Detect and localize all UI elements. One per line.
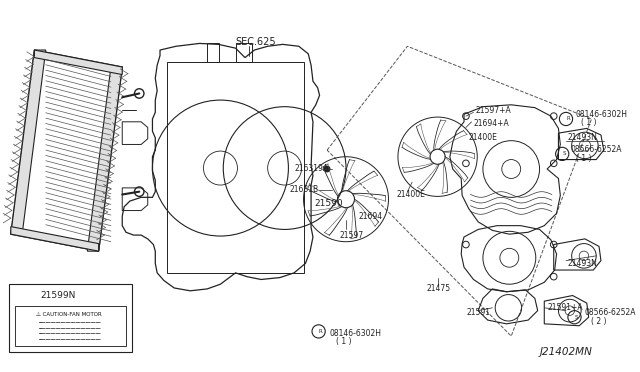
Bar — [9, 284, 132, 352]
Text: 08566-6252A: 08566-6252A — [585, 308, 636, 317]
Text: 21493N: 21493N — [568, 259, 598, 268]
Text: ( 1 ): ( 1 ) — [577, 154, 592, 163]
Text: 21493N: 21493N — [568, 133, 598, 142]
Polygon shape — [11, 50, 46, 234]
Text: ⚠ CAUTION-FAN MOTOR: ⚠ CAUTION-FAN MOTOR — [36, 312, 102, 317]
Text: 21400E: 21400E — [396, 190, 425, 199]
Text: 08146-6302H: 08146-6302H — [330, 329, 382, 338]
Circle shape — [324, 166, 330, 172]
Text: 21631B: 21631B — [289, 185, 319, 194]
Text: 21591: 21591 — [467, 308, 491, 317]
Text: ━━━━━━━━━━━━━━━━━━━━━━━━━: ━━━━━━━━━━━━━━━━━━━━━━━━━ — [38, 321, 100, 325]
Text: ━━━━━━━━━━━━━━━━━━━━━━━━━: ━━━━━━━━━━━━━━━━━━━━━━━━━ — [38, 332, 100, 336]
Text: R: R — [566, 116, 570, 122]
Text: 21694: 21694 — [358, 212, 383, 221]
Text: R: R — [319, 329, 323, 334]
Text: 21591+A: 21591+A — [547, 303, 583, 312]
Text: 21475: 21475 — [426, 285, 451, 294]
Text: 08566-6252A: 08566-6252A — [571, 145, 622, 154]
Text: 216319A: 216319A — [294, 164, 328, 173]
Text: ━━━━━━━━━━━━━━━━━━━━━━━━━: ━━━━━━━━━━━━━━━━━━━━━━━━━ — [38, 327, 100, 331]
Text: J21402MN: J21402MN — [540, 347, 593, 357]
Bar — [15, 306, 126, 346]
Text: 21590: 21590 — [315, 199, 344, 208]
Text: S: S — [575, 315, 578, 320]
Polygon shape — [11, 227, 99, 251]
Text: 21597+A: 21597+A — [476, 106, 511, 115]
Text: S: S — [563, 151, 566, 156]
Text: ━━━━━━━━━━━━━━━━━━━━━━━━━: ━━━━━━━━━━━━━━━━━━━━━━━━━ — [38, 338, 100, 342]
Text: SEC.625: SEC.625 — [236, 36, 276, 46]
Text: ( 1 ): ( 1 ) — [581, 118, 596, 127]
Text: ( 2 ): ( 2 ) — [591, 317, 606, 327]
Text: 21597: 21597 — [339, 231, 364, 240]
Text: 21694+A: 21694+A — [474, 119, 509, 128]
Polygon shape — [35, 50, 122, 75]
Text: ( 1 ): ( 1 ) — [335, 337, 351, 346]
Text: 08146-6302H: 08146-6302H — [575, 110, 627, 119]
Text: 21400E: 21400E — [468, 133, 498, 142]
Polygon shape — [87, 67, 122, 251]
Text: 21599N: 21599N — [40, 291, 76, 300]
